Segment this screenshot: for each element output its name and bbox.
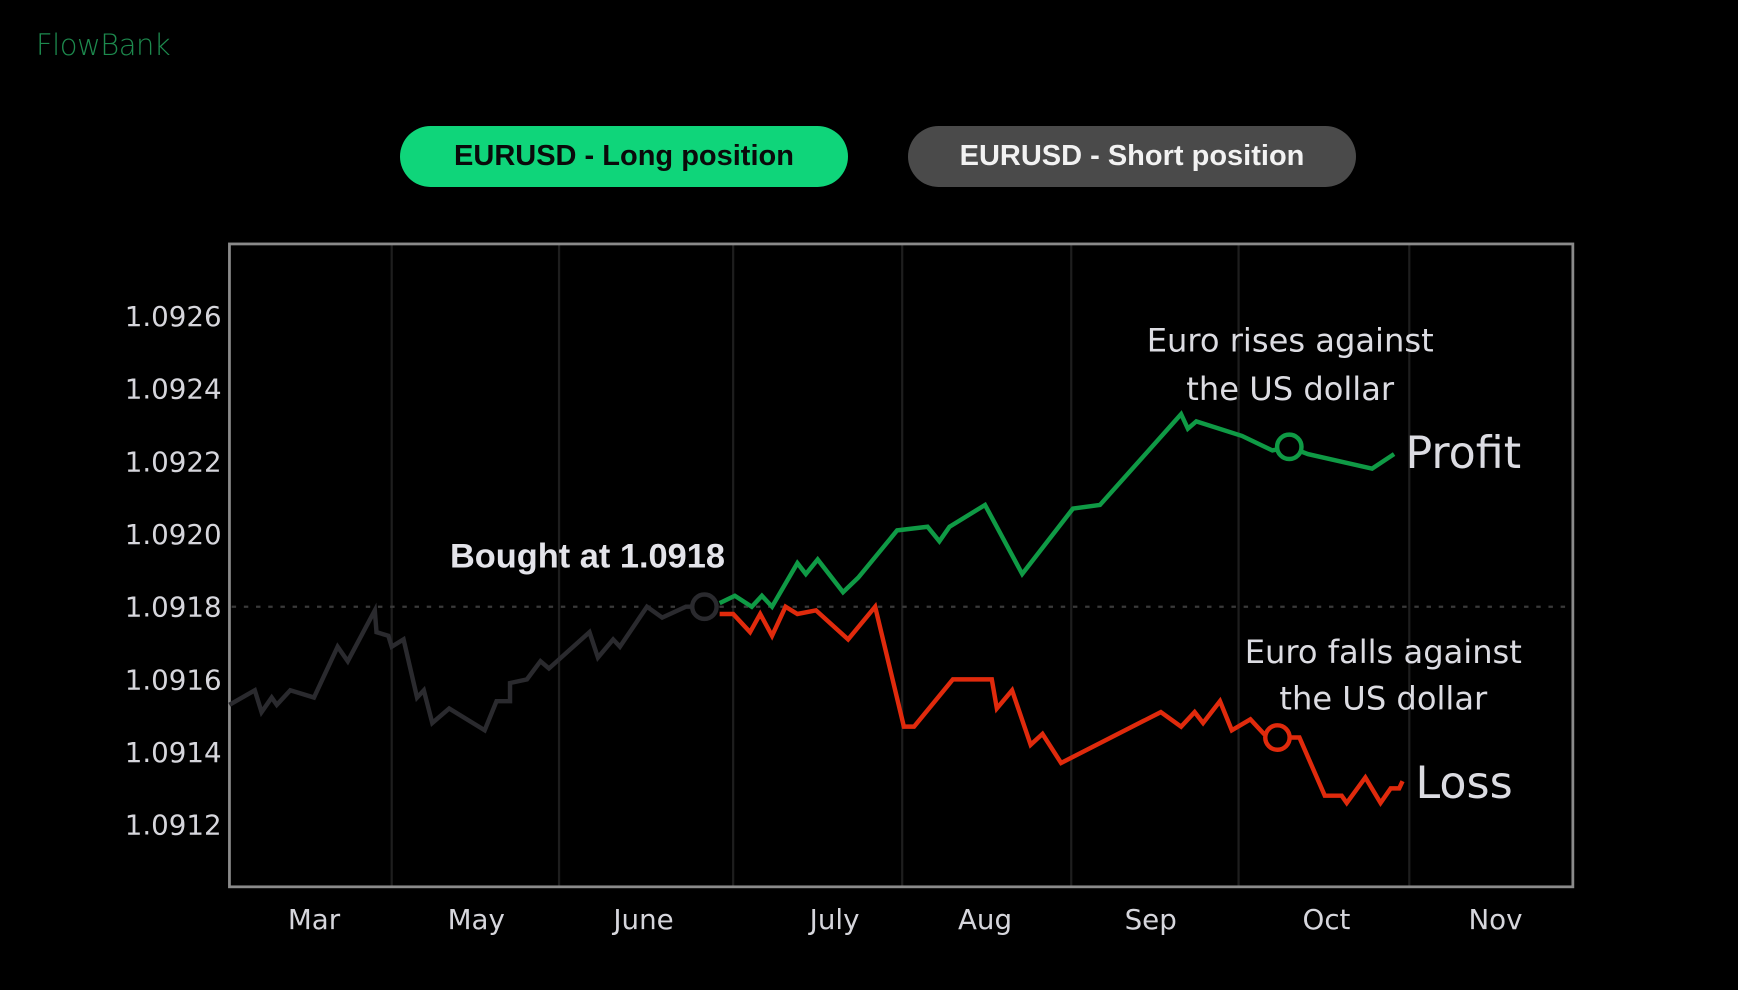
series-lines: [228, 410, 1405, 808]
y-tick-label: 1.0914: [125, 736, 222, 769]
y-tick-label: 1.0920: [125, 518, 222, 551]
gridlines: [390, 245, 1411, 886]
series-line-loss: [719, 601, 1405, 808]
label-profit: Profit: [1405, 428, 1521, 479]
x-tick-label: Oct: [1303, 903, 1351, 936]
x-tick-label: Mar: [288, 903, 341, 936]
y-tick-label: 1.0924: [125, 373, 222, 406]
x-tick-label: June: [611, 903, 673, 936]
tab-long-position[interactable]: EURUSD - Long position: [400, 126, 848, 187]
x-axis-ticks: Mar May June July Aug Sep Oct Nov: [288, 903, 1523, 936]
y-tick-label: 1.0916: [125, 663, 222, 696]
x-tick-label: July: [808, 903, 860, 936]
y-tick-label: 1.0918: [125, 591, 222, 624]
x-tick-label: Nov: [1468, 903, 1522, 936]
annotation-fall-1: Euro falls against: [1245, 633, 1522, 671]
annotation-bought: Bought at 1.0918: [450, 538, 725, 576]
y-tick-label: 1.0926: [125, 300, 222, 333]
label-loss: Loss: [1415, 758, 1512, 809]
y-axis-ticks: 1.0926 1.0924 1.0922 1.0920 1.0918 1.0916 1.09…: [125, 300, 222, 842]
x-tick-label: Sep: [1125, 903, 1177, 936]
y-tick-label: 1.0922: [125, 445, 222, 478]
x-tick-label: Aug: [958, 903, 1012, 936]
marker-history: [690, 592, 719, 622]
annotation-rise-2: the US dollar: [1186, 370, 1395, 408]
plot-frame: [228, 242, 1575, 889]
y-tick-label: 1.0912: [125, 809, 222, 842]
flowbank-logo: FlowBank: [36, 28, 171, 62]
series-line-history: [228, 602, 705, 734]
marker-loss: [1263, 723, 1292, 752]
tab-short-position[interactable]: EURUSD - Short position: [908, 126, 1356, 187]
x-tick-label: May: [448, 903, 505, 936]
series-line-profit: [718, 410, 1396, 611]
annotation-rise-1: Euro rises against: [1147, 321, 1434, 359]
annotation-fall-2: the US dollar: [1279, 679, 1488, 717]
marker-profit: [1274, 432, 1304, 462]
